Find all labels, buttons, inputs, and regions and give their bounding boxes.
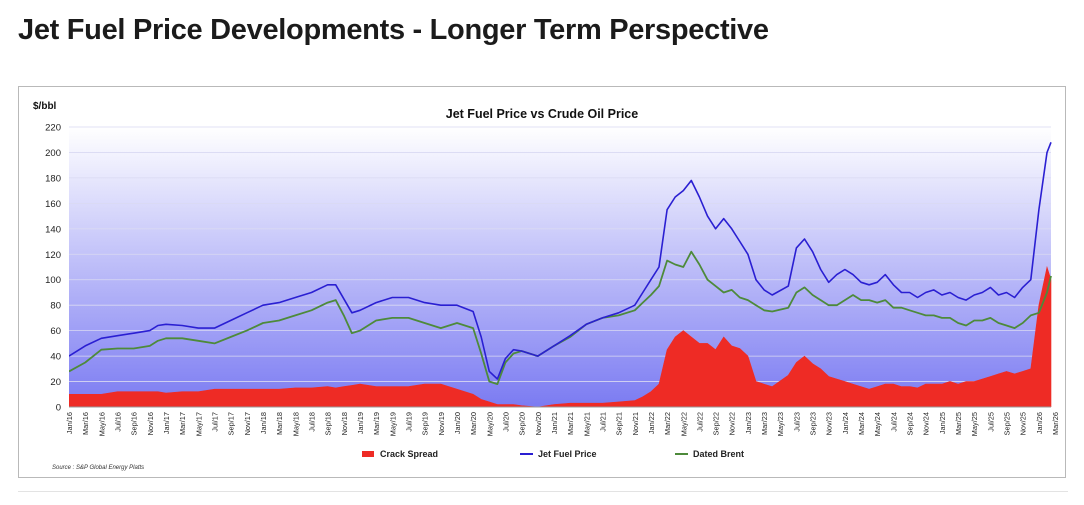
x-tick-label: Sep/17 xyxy=(227,412,236,435)
x-tick-label: Mar/21 xyxy=(566,412,575,435)
x-tick-label: Jan/23 xyxy=(744,412,753,434)
x-tick-label: Nov/22 xyxy=(728,412,737,435)
x-tick-label: Sep/24 xyxy=(906,412,915,435)
x-tick-label: Nov/20 xyxy=(534,412,543,435)
x-tick-label: Jul/24 xyxy=(889,412,898,432)
y-tick-label: 200 xyxy=(45,148,61,159)
x-tick-label: Nov/17 xyxy=(243,412,252,435)
x-tick-label: Mar/19 xyxy=(372,412,381,435)
x-tick-label: Jan/21 xyxy=(550,412,559,434)
bottom-divider xyxy=(18,491,1068,492)
x-tick-label: Jul/16 xyxy=(113,412,122,432)
x-tick-label: May/19 xyxy=(388,412,397,436)
x-tick-label: Nov/21 xyxy=(631,412,640,435)
x-tick-label: Jul/23 xyxy=(792,412,801,432)
y-tick-label: 220 xyxy=(45,123,61,134)
x-tick-label: Mar/20 xyxy=(469,412,478,435)
x-tick-label: Nov/24 xyxy=(922,412,931,435)
page-title: Jet Fuel Price Developments - Longer Ter… xyxy=(18,14,769,46)
y-tick-label: 0 xyxy=(56,403,61,414)
y-tick-label: 180 xyxy=(45,173,61,184)
jet-fuel-line xyxy=(69,142,1052,380)
x-tick-label: Nov/23 xyxy=(825,412,834,435)
x-tick-label: Mar/22 xyxy=(663,412,672,435)
x-tick-label: Mar/23 xyxy=(760,412,769,435)
x-tick-label: Jan/26 xyxy=(1035,412,1044,434)
x-tick-label: Jan/18 xyxy=(259,412,268,434)
gridlines xyxy=(69,126,1051,408)
x-tick-label: Sep/23 xyxy=(809,412,818,435)
y-tick-label: 100 xyxy=(45,275,61,286)
x-tick-label: Mar/17 xyxy=(178,412,187,435)
chart-frame: 0 20 40 60 80 100 120 140 160 180 200 220 Jan/16 Mar/… xyxy=(18,86,1066,478)
x-tick-label: Jul/18 xyxy=(307,412,316,432)
x-tick-label: May/18 xyxy=(291,412,300,436)
y-tick-label: 20 xyxy=(50,377,61,388)
x-tick-label: May/25 xyxy=(970,412,979,436)
legend-crack-swatch xyxy=(362,451,374,457)
x-tick-label: Nov/18 xyxy=(340,412,349,435)
legend-jet-label: Jet Fuel Price xyxy=(538,449,597,459)
chart-title: Jet Fuel Price vs Crude Oil Price xyxy=(446,107,638,121)
x-tick-label: May/22 xyxy=(679,412,688,436)
x-tick-label: May/17 xyxy=(194,412,203,436)
x-tick-label: Jan/22 xyxy=(647,412,656,434)
crack-spread-area xyxy=(69,265,1052,407)
x-tick-label: Jan/20 xyxy=(453,412,462,434)
x-tick-label: Jul/21 xyxy=(598,412,607,432)
series-layer xyxy=(69,142,1052,407)
legend-crack-label: Crack Spread xyxy=(380,449,438,459)
x-tick-label: Jul/17 xyxy=(210,412,219,432)
y-tick-label: 80 xyxy=(50,301,61,312)
x-tick-label: Jul/20 xyxy=(501,412,510,432)
legend: Crack Spread Jet Fuel Price Dated Brent xyxy=(362,449,744,459)
x-tick-label: May/24 xyxy=(873,412,882,436)
x-tick-label: May/20 xyxy=(485,412,494,436)
x-tick-label: Jan/17 xyxy=(162,412,171,434)
x-tick-label: Nov/25 xyxy=(1019,412,1028,435)
x-tick-label: Sep/25 xyxy=(1003,412,1012,435)
x-tick-label: Mar/18 xyxy=(275,412,284,435)
y-tick-label: 40 xyxy=(50,352,61,363)
x-tick-label: Sep/18 xyxy=(324,412,333,435)
y-tick-label: 140 xyxy=(45,224,61,235)
x-tick-label: Sep/19 xyxy=(421,412,430,435)
x-tick-label: May/23 xyxy=(776,412,785,436)
x-tick-label: Jul/22 xyxy=(695,412,704,432)
x-tick-label: Sep/16 xyxy=(130,412,139,435)
axes: 0 20 40 60 80 100 120 140 160 180 200 220 Jan/16 Mar/… xyxy=(45,123,1060,437)
x-tick-label: Jan/19 xyxy=(356,412,365,434)
x-tick-label: Mar/26 xyxy=(1051,412,1060,435)
x-tick-label: Sep/22 xyxy=(712,412,721,435)
y-tick-label: 160 xyxy=(45,199,61,210)
x-tick-label: Sep/21 xyxy=(615,412,624,435)
plot-background xyxy=(69,127,1051,407)
legend-brent-label: Dated Brent xyxy=(693,449,744,459)
y-tick-label: 120 xyxy=(45,250,61,261)
x-tick-label: Nov/19 xyxy=(437,412,446,435)
source-note: Source : S&P Global Energy Platts xyxy=(52,465,144,471)
x-tick-label: Jan/25 xyxy=(938,412,947,434)
x-tick-label: Jan/16 xyxy=(65,412,74,434)
x-tick-label: Mar/25 xyxy=(954,412,963,435)
y-axis-label: $/bbl xyxy=(33,101,57,112)
x-tick-label: Jan/24 xyxy=(841,412,850,434)
x-tick-label: Mar/16 xyxy=(81,412,90,435)
x-tick-label: Mar/24 xyxy=(857,412,866,435)
x-tick-label: May/21 xyxy=(582,412,591,436)
x-tick-label: May/16 xyxy=(97,412,106,436)
y-tick-label: 60 xyxy=(50,326,61,337)
dated-brent-line xyxy=(69,250,1052,385)
x-tick-label: Jul/19 xyxy=(404,412,413,432)
x-tick-label: Nov/16 xyxy=(146,412,155,435)
jet-fuel-chart: 0 20 40 60 80 100 120 140 160 180 200 220 Jan/16 Mar/… xyxy=(33,101,1060,471)
x-tick-label: Sep/20 xyxy=(518,412,527,435)
x-tick-label: Jul/25 xyxy=(986,412,995,432)
